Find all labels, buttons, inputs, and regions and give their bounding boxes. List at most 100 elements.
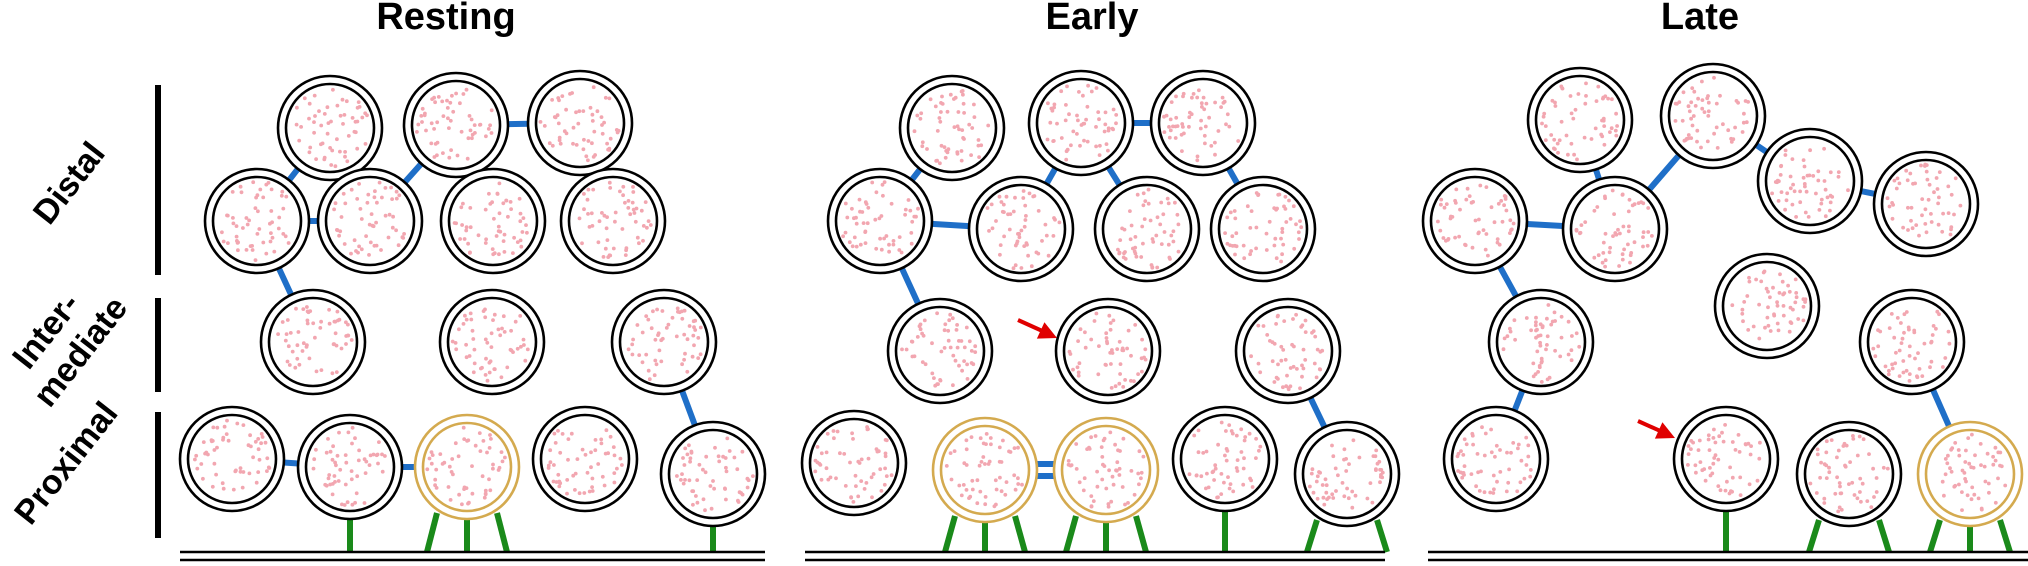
cargo-dot	[1803, 210, 1808, 215]
cargo-dot	[1353, 493, 1358, 498]
cargo-dot	[1543, 138, 1548, 143]
cargo-dot	[485, 378, 490, 383]
synapsin-link	[401, 160, 425, 186]
cargo-dot	[1213, 466, 1218, 471]
cargo-dot	[881, 193, 885, 198]
cargo-dot	[1283, 194, 1288, 199]
cargo-dot	[525, 347, 530, 352]
cargo-dot	[1103, 110, 1108, 115]
cargo-dot	[1245, 204, 1250, 209]
cargo-dot	[1717, 434, 1722, 439]
synapsin-link	[1645, 151, 1683, 194]
cargo-dot	[1545, 334, 1550, 339]
cargo-dot	[1169, 233, 1174, 238]
cargo-dot	[1645, 243, 1650, 248]
cargo-dot	[605, 141, 609, 146]
cargo-dot	[329, 163, 334, 167]
cargo-dot	[608, 253, 613, 258]
cargo-dot	[330, 482, 335, 486]
cargo-dot	[1794, 291, 1799, 295]
cargo-dot	[244, 216, 249, 220]
cargo-dot	[1483, 247, 1488, 252]
cargo-dot	[488, 488, 493, 493]
cargo-dot	[1242, 438, 1247, 443]
cargo-dot	[1102, 464, 1107, 468]
cargo-dot	[1094, 311, 1099, 316]
cargo-dot	[1596, 253, 1601, 258]
cargo-dot	[1696, 96, 1700, 101]
cargo-dot	[1223, 453, 1227, 458]
cargo-dot	[557, 484, 562, 489]
cargo-dot	[1993, 445, 1998, 450]
cargo-dot	[998, 243, 1003, 248]
cargo-dot	[1311, 490, 1316, 495]
cargo-dot	[1725, 479, 1729, 484]
cargo-dot	[341, 122, 345, 126]
cargo-dot	[1133, 251, 1138, 256]
cargo-dot	[256, 209, 260, 214]
cargo-dot	[470, 136, 474, 141]
synapsin-link	[1104, 163, 1124, 189]
cargo-dot	[1575, 157, 1579, 162]
cargo-dot	[1620, 192, 1625, 197]
cargo-dot	[1614, 111, 1618, 116]
cargo-dot	[1934, 326, 1938, 331]
cargo-dot	[603, 246, 608, 251]
cargo-dot	[1692, 89, 1697, 94]
cargo-dot	[1801, 304, 1806, 309]
cargo-dot	[948, 345, 953, 350]
cargo-dot	[1781, 304, 1786, 308]
cargo-dot	[852, 235, 857, 240]
cargo-dot	[465, 156, 470, 161]
cargo-dot	[670, 315, 675, 320]
cargo-dot	[878, 236, 882, 241]
cargo-dot	[354, 249, 358, 253]
cargo-dot	[1626, 229, 1631, 234]
cargo-dot	[1207, 115, 1211, 120]
cargo-dot	[1380, 470, 1385, 475]
cargo-dot	[337, 430, 341, 435]
cargo-dot	[496, 229, 501, 234]
cargo-dot	[1256, 323, 1261, 328]
cargo-dot	[266, 180, 271, 185]
cargo-dot	[1439, 197, 1444, 202]
cargo-dot	[1109, 499, 1114, 504]
cargo-dot	[1917, 233, 1921, 238]
cargo-dot	[1256, 361, 1261, 366]
cargo-dot	[1197, 88, 1201, 93]
cargo-dot	[581, 109, 586, 113]
cargo-dot	[1559, 335, 1564, 340]
cargo-dot	[1708, 466, 1712, 470]
cargo-dot	[1693, 463, 1698, 468]
cargo-dot	[377, 180, 382, 185]
cargo-dot	[1068, 352, 1073, 356]
cargo-dot	[1626, 209, 1631, 214]
red-arrow-icon	[1637, 419, 1675, 439]
cargo-dot	[1168, 117, 1173, 122]
cargo-dot	[1925, 177, 1930, 182]
cargo-dot	[337, 233, 341, 238]
cargo-dot	[1003, 492, 1008, 497]
cargo-dot	[1108, 430, 1113, 435]
cargo-dot	[863, 241, 868, 246]
synaptic-vesicle-icon	[1421, 167, 1529, 275]
cargo-dot	[1740, 130, 1745, 134]
cargo-dot	[975, 501, 980, 506]
cargo-dot	[1121, 348, 1126, 353]
cargo-dot	[838, 451, 842, 456]
cargo-dot	[1118, 362, 1123, 366]
cargo-dot	[383, 186, 388, 190]
cargo-dot	[312, 130, 316, 135]
cargo-dot	[1689, 447, 1693, 451]
cargo-dot	[1526, 454, 1531, 459]
cargo-dot	[1175, 212, 1180, 217]
cargo-dot	[478, 122, 483, 127]
cargo-dot	[440, 99, 445, 104]
cargo-dot	[1948, 232, 1953, 237]
cargo-dot	[1285, 373, 1289, 378]
cargo-dot	[1140, 369, 1144, 374]
vesicle-inner-membrane	[1534, 74, 1626, 166]
cargo-dot	[1956, 448, 1961, 452]
cargo-dot	[203, 451, 208, 456]
cargo-dot	[1893, 361, 1898, 366]
